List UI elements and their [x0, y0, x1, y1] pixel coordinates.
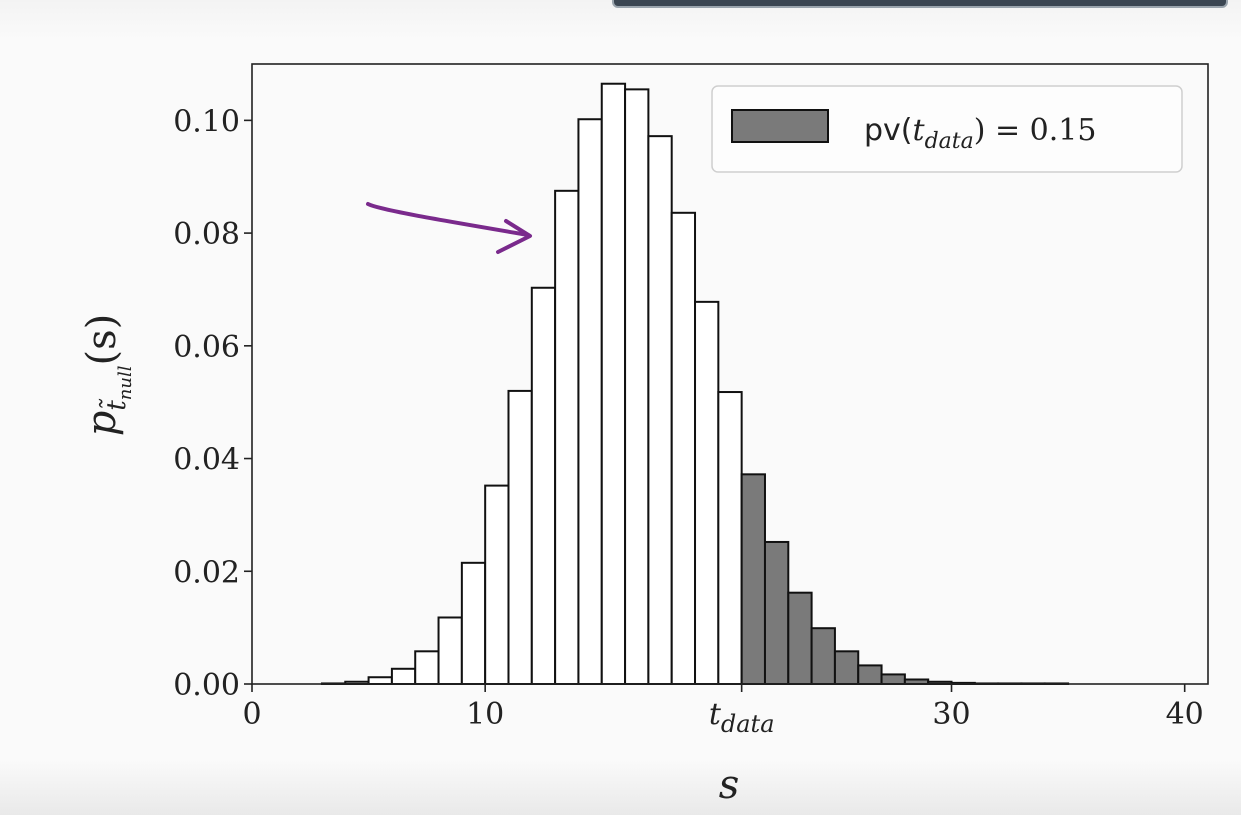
x-axis-ticks: 0 10 tdata 30 40: [242, 684, 1204, 738]
y-tick-label: 0.10: [173, 104, 240, 139]
legend-label: pv(tdata) = 0.15: [864, 113, 1096, 154]
y-tick-label: 0.00: [173, 668, 240, 703]
histogram-bar: [787, 591, 813, 686]
x-tick-label: 30: [932, 697, 970, 732]
y-tick-label: 0.06: [173, 330, 240, 365]
svg-text:pt̃null(s): pt̃null(s): [79, 314, 136, 437]
histogram-bar: [600, 82, 627, 685]
histogram-bar: [390, 667, 417, 685]
histogram-bar: [367, 676, 393, 686]
x-tick-label: tdata: [709, 697, 775, 738]
histogram-bar: [857, 664, 883, 686]
y-label-subsub: null: [115, 365, 136, 400]
histogram-bar: [763, 540, 790, 685]
histogram-bar: [624, 88, 650, 685]
histogram-bar: [437, 616, 463, 685]
x-tick-label: 10: [466, 697, 504, 732]
histogram-bar: [484, 484, 510, 685]
histogram-bar: [647, 135, 673, 686]
histogram-bar: [833, 650, 860, 685]
histogram-bar: [530, 286, 557, 685]
histogram-bar: [810, 627, 836, 686]
histogram-bar: [717, 391, 743, 685]
legend: pv(tdata) = 0.15: [711, 85, 1183, 173]
histogram-bar: [414, 650, 440, 685]
x-axis-label: s: [719, 762, 740, 808]
histogram-bar: [507, 389, 533, 685]
histogram-bar: [880, 673, 906, 685]
x-tick-label: 0: [242, 697, 261, 732]
y-tick-label: 0.02: [173, 555, 240, 590]
y-tick-label: 0.08: [173, 217, 240, 252]
histogram-bar: [670, 211, 697, 686]
legend-box: [711, 85, 1183, 173]
legend-swatch: [731, 109, 829, 143]
histogram-bar: [740, 473, 766, 685]
y-axis-ticks: 0.00 0.02 0.04 0.06 0.08 0.10: [173, 104, 252, 703]
y-label-arg: (s): [79, 314, 125, 366]
annotation-arrow: [366, 202, 532, 254]
histogram-bar: [460, 561, 487, 685]
plot-frame: [251, 63, 1209, 685]
x-tick-label: 40: [1166, 697, 1204, 732]
histogram-bar: [554, 189, 580, 685]
y-tick-label: 0.04: [173, 443, 240, 478]
histogram-bar: [577, 118, 603, 685]
histogram-bar: [694, 300, 720, 685]
overlay-window-edge: [612, 0, 1228, 8]
histogram-bars: [320, 82, 1070, 686]
y-label-sub: t̃: [98, 398, 132, 411]
y-axis-label: pt̃null(s): [79, 314, 136, 437]
y-label-main: p: [79, 411, 125, 437]
